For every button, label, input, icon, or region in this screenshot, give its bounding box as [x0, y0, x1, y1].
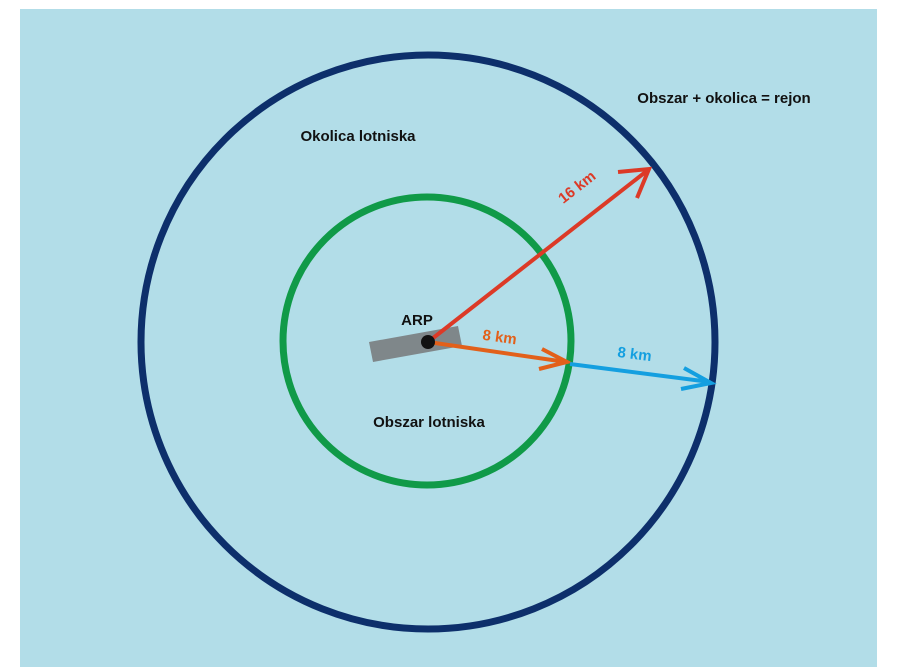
outer-zone-circle	[137, 51, 719, 633]
arp-label: ARP	[401, 312, 433, 329]
arrow-8km-ring	[569, 362, 717, 391]
inner-zone-label: Obszar lotniska	[373, 414, 485, 431]
distance-16km-label: 16 km	[555, 168, 599, 208]
distance-8km-inner-label: 8 km	[482, 327, 518, 349]
outer-zone-label: Okolica lotniska	[300, 128, 416, 145]
distance-8km-ring-label: 8 km	[617, 344, 653, 365]
combined-zone-label: Obszar + okolica = rejon	[637, 90, 810, 107]
inner-zone-circle	[279, 193, 575, 489]
arrow-16km	[426, 166, 653, 344]
arp-point	[421, 335, 435, 349]
arrow-8km-inner	[427, 340, 573, 371]
